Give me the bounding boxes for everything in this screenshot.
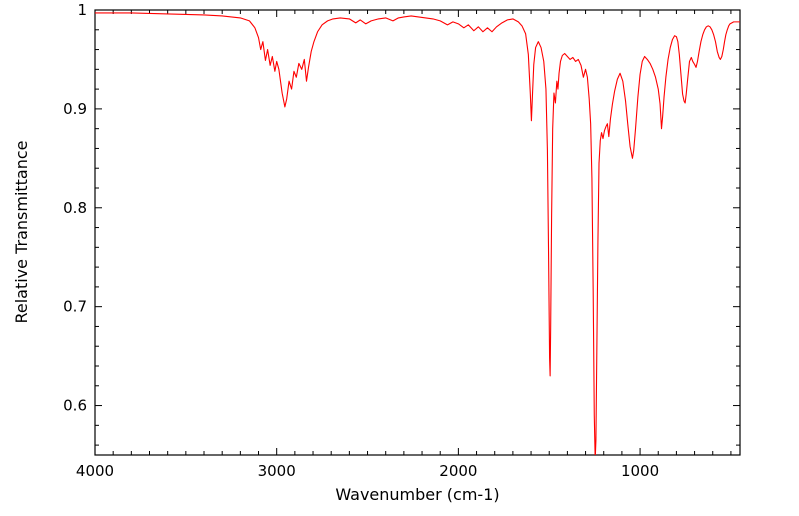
x-tick-label: 2000	[439, 462, 477, 480]
x-axis-title: Wavenumber (cm-1)	[335, 485, 500, 504]
x-tick-label: 4000	[76, 462, 114, 480]
y-tick-label: 0.8	[63, 199, 87, 217]
x-tick-label: 3000	[258, 462, 296, 480]
y-tick-label: 1	[77, 1, 87, 19]
plot-frame	[94, 9, 741, 456]
y-tick-label: 0.6	[63, 397, 87, 415]
y-tick-label: 0.9	[63, 100, 87, 118]
spectrum-line	[95, 12, 740, 455]
x-tick-label: 1000	[621, 462, 659, 480]
y-tick-label: 0.7	[63, 298, 87, 316]
y-axis-title: Relative Transmittance	[12, 140, 32, 324]
